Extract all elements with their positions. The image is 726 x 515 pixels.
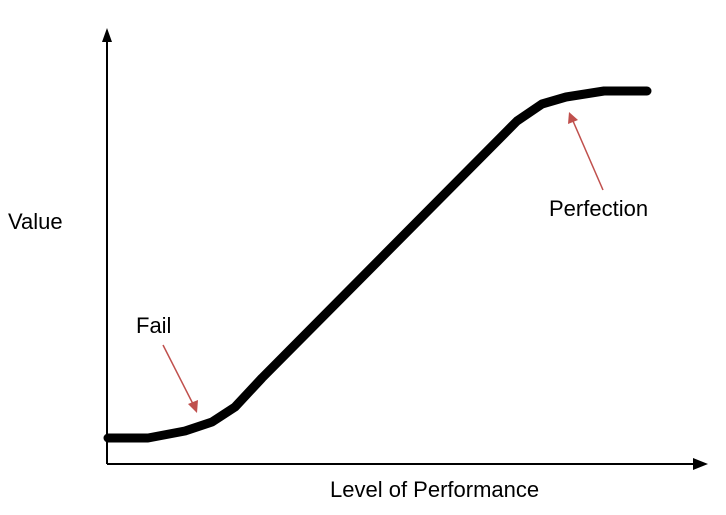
x-axis-label: Level of Performance — [330, 477, 539, 502]
perfection-label: Perfection — [549, 196, 648, 221]
perfection-annotation-arrow — [572, 120, 604, 191]
fail-annotation-arrow — [162, 344, 194, 405]
x-axis-arrowhead — [693, 458, 708, 470]
fail-label: Fail — [136, 313, 171, 338]
value-curve — [103, 86, 652, 443]
y-axis-label: Value — [8, 209, 63, 234]
fail-arrowhead — [188, 400, 198, 413]
perfection-arrowhead — [568, 112, 578, 124]
y-axis-arrowhead — [102, 28, 112, 42]
